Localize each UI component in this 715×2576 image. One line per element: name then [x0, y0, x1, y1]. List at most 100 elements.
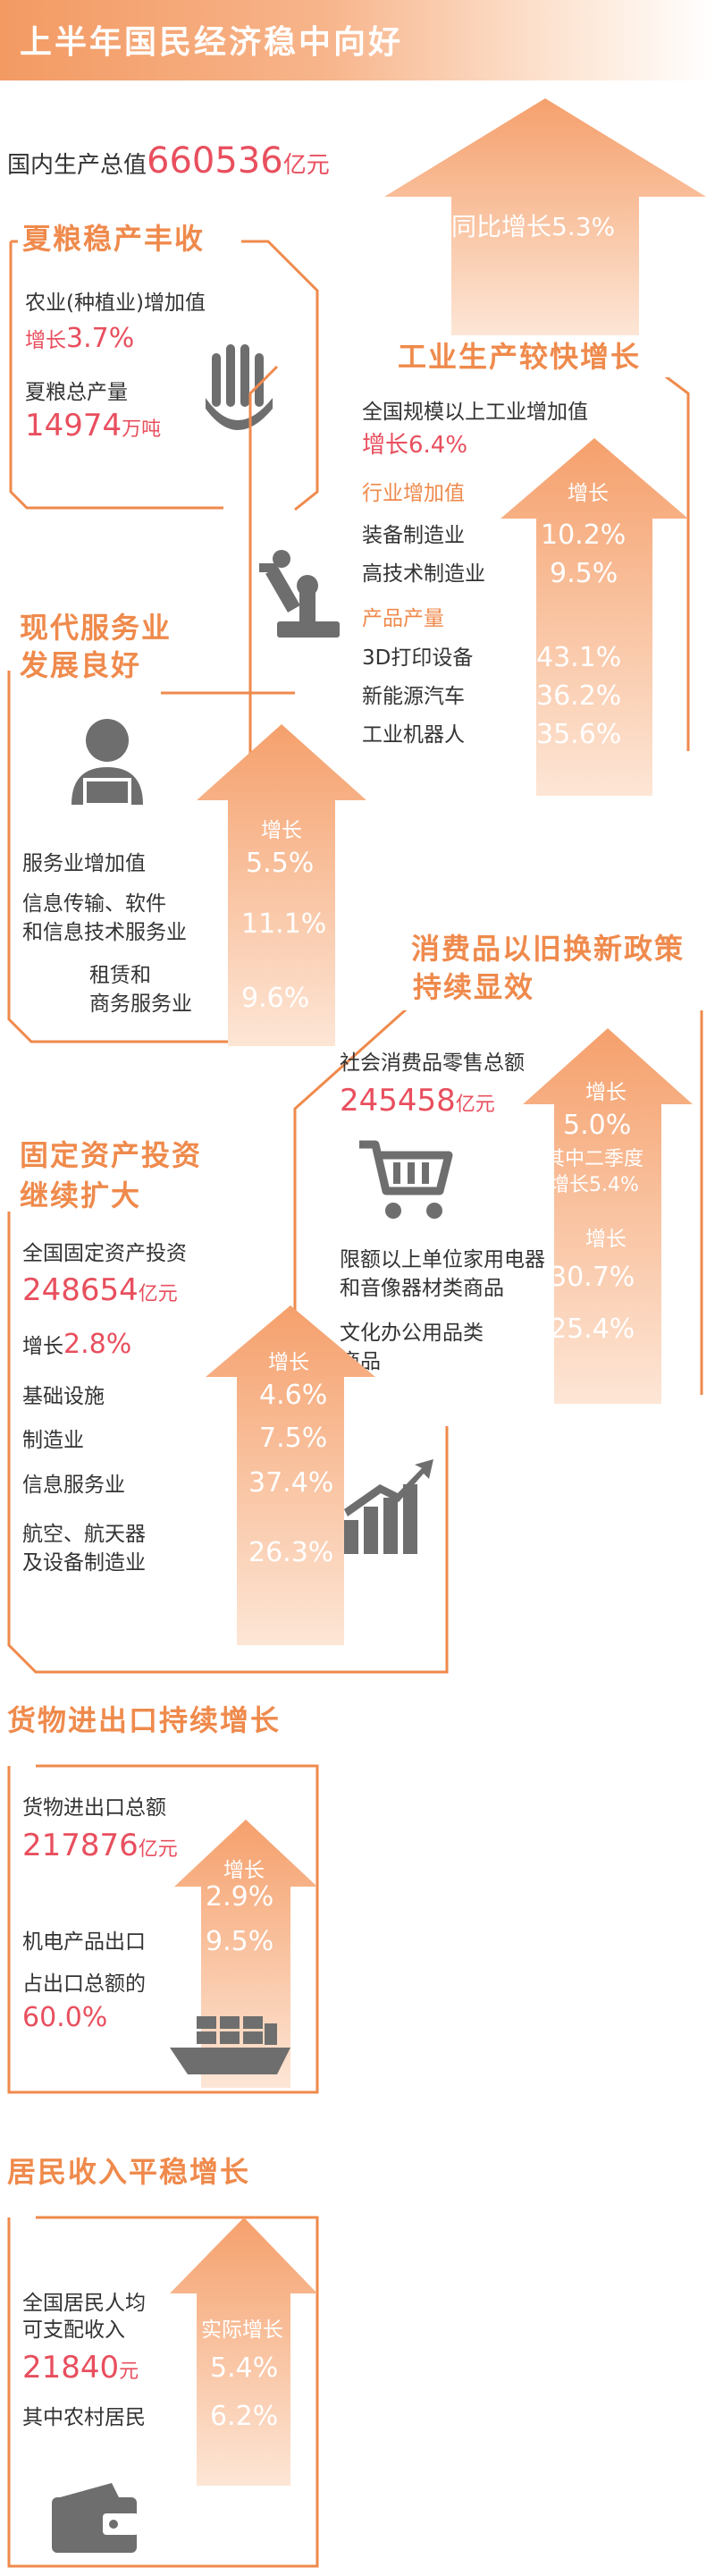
income-value-number: 21840 — [22, 2350, 120, 2386]
consumer-growth-value: 5.0% — [563, 1110, 632, 1141]
income-value: 21840元 — [22, 2349, 139, 2387]
investment-title-line2: 继续扩大 — [20, 1178, 142, 1212]
investment-total-label: 全国固定资产投资 — [22, 1242, 187, 1265]
gdp-growth: 同比增长5.3% — [451, 212, 616, 241]
growth-chart-icon — [344, 1459, 433, 1554]
services-arrow — [197, 724, 366, 1046]
appliance-value: 30.7% — [550, 1262, 635, 1293]
services-row-value: 9.6% — [241, 983, 310, 1014]
retail-value: 245458亿元 — [340, 1082, 495, 1120]
investment-row-value: 37.4% — [248, 1467, 334, 1499]
gdp-label-text: 国内生产总值 — [7, 152, 147, 179]
services-growth-header: 增长 — [261, 819, 302, 842]
product-value: 35.6% — [536, 719, 622, 750]
income-unit: 元 — [119, 2361, 139, 2383]
services-title-line2: 发展良好 — [20, 648, 142, 682]
cargo-ship-icon — [170, 2016, 290, 2074]
services-row-label: 服务业增加值 — [22, 852, 146, 875]
industry-sector-header: 行业增加值 — [362, 482, 465, 505]
investment-growth-value: 2.8% — [63, 1329, 132, 1360]
income-title: 居民收入平稳增长 — [7, 2155, 251, 2189]
consumer-arrow — [523, 1028, 693, 1404]
agri-growth-value: 3.7% — [66, 323, 135, 354]
grain-output-value: 14974 — [25, 408, 122, 443]
agri-growth-label: 增长 — [25, 329, 66, 352]
wallet-icon — [52, 2483, 139, 2553]
industry-title: 工业生产较快增长 — [398, 340, 642, 374]
wheat-icon — [206, 344, 273, 430]
industry-row-label: 装备制造业 — [362, 524, 465, 547]
grain-title: 夏粮稳产丰收 — [22, 222, 206, 256]
trade-frame — [7, 1764, 319, 2094]
trade-total-value: 217876亿元 — [22, 1827, 178, 1865]
services-row-value: 5.5% — [246, 848, 315, 879]
trade-total-number: 217876 — [22, 1828, 139, 1863]
investment-row-label: 信息服务业 — [22, 1474, 125, 1497]
investment-growth-header: 增长 — [268, 1351, 309, 1374]
export-share-label: 占出口总额的 — [22, 1972, 146, 1996]
income-growth-header: 实际增长 — [201, 2318, 283, 2342]
gdp-arrow — [384, 98, 706, 335]
investment-total-unit: 亿元 — [138, 1283, 178, 1305]
grain-output-label: 夏粮总产量 — [25, 381, 128, 404]
industry-product-header: 产品产量 — [362, 607, 444, 630]
investment-frame — [7, 1212, 449, 1674]
consumer-title-line2: 持续显效 — [413, 970, 535, 1004]
trade-growth-header: 增长 — [223, 1859, 265, 1882]
services-row-label: 信息传输、软件 和信息技术服务业 — [22, 892, 187, 945]
investment-growth: 增长2.8% — [22, 1328, 131, 1362]
services-row-label: 租赁和 商务服务业 — [89, 964, 192, 1017]
mech-export-label: 机电产品出口 — [22, 1930, 146, 1954]
retail-value-number: 245458 — [340, 1083, 456, 1119]
investment-growth-label: 增长 — [22, 1335, 63, 1358]
industry-total-label: 全国规模以上工业增加值 — [362, 401, 588, 424]
trade-total-label: 货物进出口总额 — [22, 1796, 166, 1820]
gdp-value: 660536 — [147, 140, 283, 182]
retail-unit: 亿元 — [455, 1094, 495, 1116]
investment-row-value: 26.3% — [248, 1537, 334, 1568]
office-value: 25.4% — [550, 1313, 635, 1345]
product-label: 工业机器人 — [362, 723, 465, 747]
investment-row-label: 制造业 — [22, 1429, 84, 1452]
industry-row-label: 高技术制造业 — [362, 562, 485, 586]
export-share-value: 60.0% — [22, 2002, 108, 2033]
income-frame — [7, 2216, 319, 2568]
services-title-line1: 现代服务业 — [20, 611, 172, 645]
mech-export-value: 9.5% — [206, 1926, 274, 1957]
rural-income-label: 其中农村居民 — [22, 2406, 146, 2429]
page-title: 上半年国民经济稳中向好 — [20, 24, 404, 61]
income-growth-value: 5.4% — [210, 2352, 279, 2384]
investment-title-line1: 固定资产投资 — [20, 1138, 203, 1172]
grain-output: 14974万吨 — [25, 407, 161, 445]
person-laptop-icon — [72, 719, 143, 805]
header-banner — [0, 0, 715, 80]
investment-total-number: 248654 — [22, 1272, 139, 1308]
trade-title: 货物进出口持续增长 — [7, 1703, 282, 1737]
grain-output-unit: 万吨 — [122, 418, 162, 441]
investment-row-value: 7.5% — [259, 1423, 328, 1454]
income-arrow — [170, 2217, 317, 2486]
q2-growth: 其中二季度 增长5.4% — [545, 1148, 644, 1196]
industry-arrow — [500, 438, 688, 796]
investment-row-value: 4.6% — [259, 1380, 328, 1411]
services-row-value: 11.1% — [241, 908, 327, 940]
product-label: 3D打印设备 — [362, 646, 474, 670]
retail-label: 社会消费品零售总额 — [340, 1052, 525, 1075]
product-label: 新能源汽车 — [362, 685, 465, 708]
investment-row-label: 基础设施 — [22, 1385, 105, 1408]
industry-row-value: 9.5% — [550, 558, 618, 589]
product-value: 36.2% — [536, 680, 622, 712]
appliance-label: 限额以上单位家用电器 和音像器材类商品 — [340, 1248, 545, 1301]
rural-income-value: 6.2% — [210, 2401, 279, 2432]
consumer-growth-header: 增长 — [585, 1081, 627, 1104]
trade-total-unit: 亿元 — [138, 1838, 178, 1861]
agri-label: 农业(种植业)增加值 — [25, 291, 206, 315]
consumer-growth-header2: 增长 — [585, 1228, 627, 1251]
industry-total-growth: 增长6.4% — [362, 432, 468, 459]
shopping-cart-icon — [359, 1140, 453, 1219]
investment-arrow — [206, 1305, 375, 1645]
gdp-unit: 亿元 — [282, 152, 330, 179]
robot-arm-icon — [259, 550, 340, 638]
product-value: 43.1% — [536, 642, 622, 673]
